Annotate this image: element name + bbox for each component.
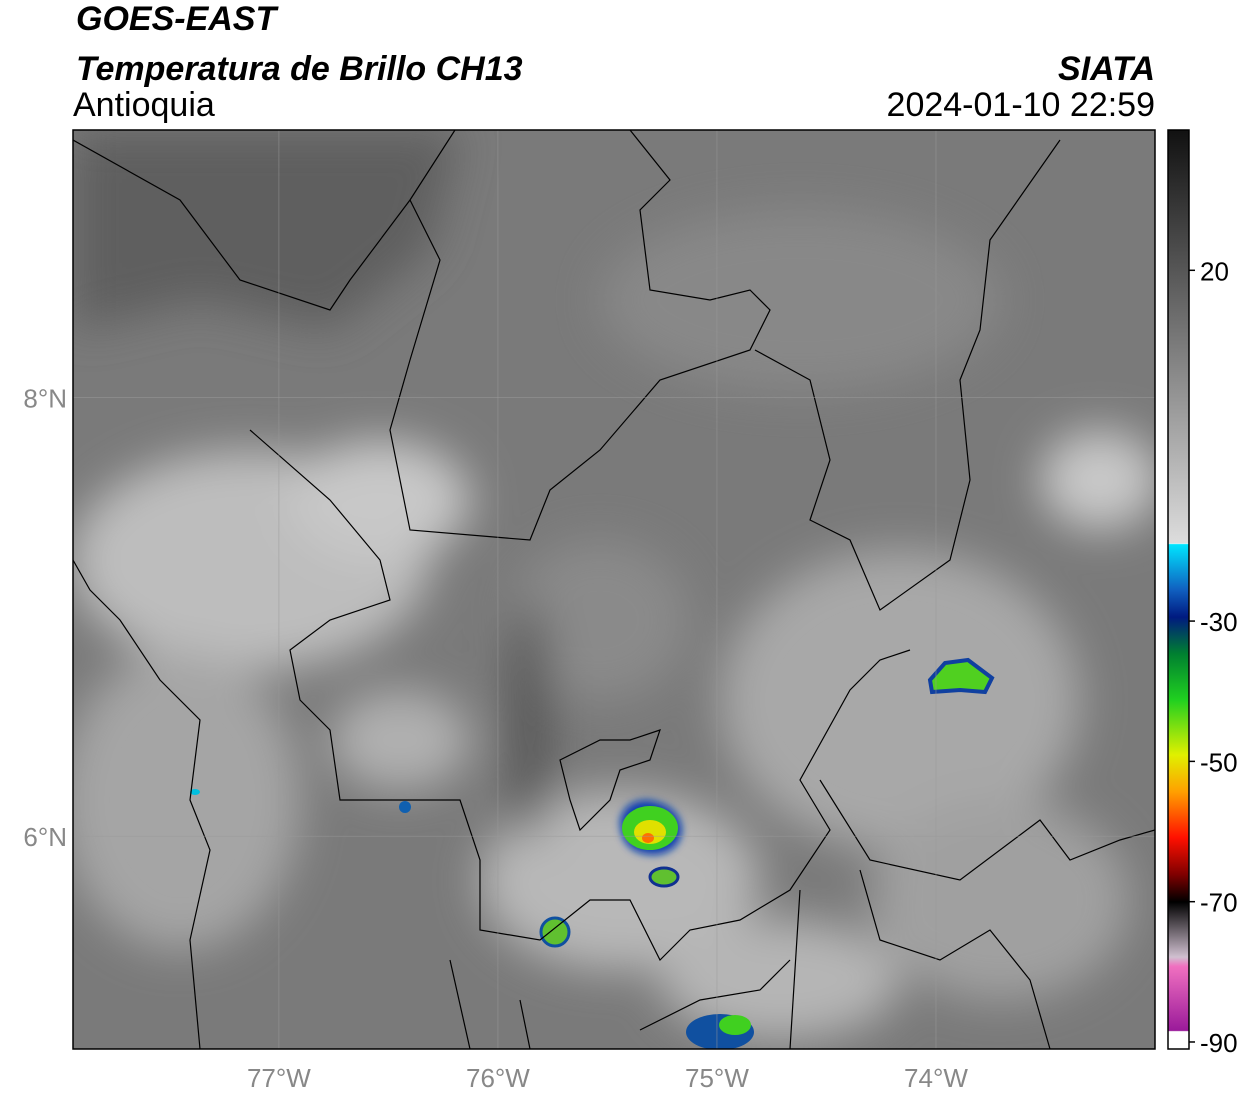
lon-tick-label: 77°W [247,1063,311,1093]
lon-tick-label: 76°W [466,1063,530,1093]
colorbar-tick-label: -50 [1200,747,1238,777]
region: Antioquia [73,86,215,124]
colorbar-tick-label: 20 [1200,256,1229,286]
datetime: 2024-01-10 22:59 [887,86,1155,124]
source: SIATA [1058,50,1155,88]
colorbar-tick-label: -30 [1200,607,1238,637]
colorbar [1167,129,1190,1050]
title: GOES-EAST [76,0,279,38]
map-frame [72,129,1156,1050]
colorbar-tick-label: -90 [1200,1028,1238,1058]
convective-cells [190,657,995,1049]
lon-tick-label: 74°W [904,1063,968,1093]
lat-tick-label: 8°N [23,384,67,414]
lon-tick-label: 75°W [685,1063,749,1093]
colorbar-tick-label: -70 [1200,888,1238,918]
graticule [73,130,1155,1049]
lat-tick-label: 6°N [23,822,67,852]
subtitle: Temperatura de Brillo CH13 [76,50,523,88]
map-image [73,130,1155,1049]
borders [73,130,1155,1049]
